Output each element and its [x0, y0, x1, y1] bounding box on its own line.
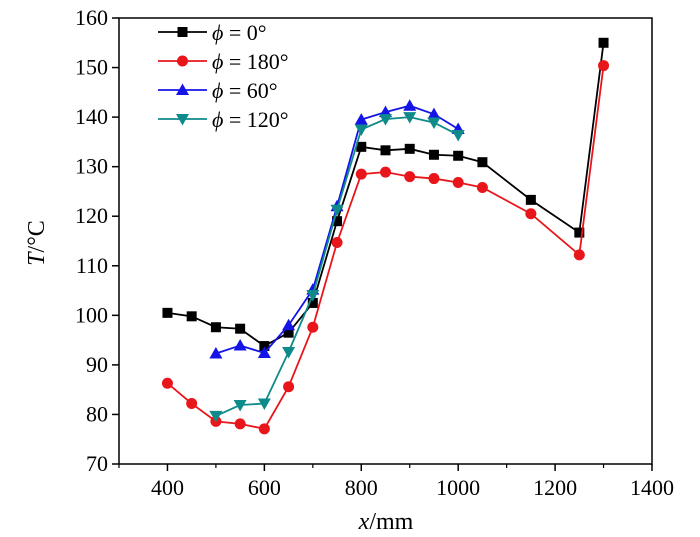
- data-point: [186, 311, 197, 322]
- x-tick-label: 1000: [436, 475, 480, 500]
- data-point: [161, 377, 173, 389]
- data-point: [354, 113, 368, 125]
- data-point: [404, 143, 415, 154]
- data-point: [573, 249, 585, 261]
- data-point: [428, 149, 439, 160]
- data-point: [428, 173, 440, 185]
- data-point: [282, 347, 296, 359]
- data-point: [354, 124, 368, 136]
- data-point: [282, 318, 296, 331]
- data-point: [427, 107, 441, 120]
- series-line: [215, 104, 459, 355]
- legend-marker: [176, 83, 189, 95]
- data-point: [598, 60, 610, 72]
- data-point: [307, 297, 318, 308]
- data-point: [259, 341, 270, 352]
- data-point: [379, 114, 392, 126]
- x-tick-label: 400: [151, 475, 184, 500]
- y-tick-label: 150: [75, 55, 108, 80]
- data-point: [598, 37, 609, 48]
- legend-marker: [176, 114, 189, 126]
- y-tick-label: 140: [75, 104, 108, 129]
- data-point: [258, 423, 270, 435]
- data-point: [234, 418, 246, 430]
- data-point: [283, 381, 295, 393]
- data-point: [403, 112, 417, 124]
- data-point: [403, 99, 417, 111]
- legend-item-3: ϕ = 120°: [158, 107, 289, 132]
- plot-frame: [118, 17, 653, 465]
- data-point: [209, 346, 223, 359]
- legend-item-1: ϕ = 180°: [158, 49, 289, 74]
- data-point: [186, 398, 198, 410]
- legend-label: ϕ = 180°: [212, 49, 289, 74]
- legend-label: ϕ = 60°: [212, 78, 278, 103]
- data-point: [476, 181, 488, 193]
- data-point: [332, 216, 343, 227]
- data-point: [210, 322, 221, 333]
- y-tick-label: 70: [86, 451, 108, 476]
- y-tick-label: 110: [76, 253, 108, 278]
- legend-label: ϕ = 120°: [212, 107, 289, 132]
- y-axis-title-unit: /°C: [24, 220, 50, 252]
- y-axis-title: T/°C: [24, 220, 50, 266]
- series-line: [215, 116, 459, 417]
- y-tick-label: 80: [86, 401, 108, 426]
- data-point: [233, 339, 247, 351]
- data-point: [380, 145, 391, 156]
- x-axis-title-var: x: [358, 509, 370, 535]
- y-tick-label: 90: [86, 352, 108, 377]
- data-point: [330, 204, 344, 217]
- x-axis-title-unit: /mm: [369, 509, 413, 535]
- data-point: [380, 166, 391, 178]
- data-point: [574, 227, 585, 238]
- data-point: [355, 168, 367, 180]
- data-point: [427, 117, 441, 130]
- data-point: [162, 307, 173, 318]
- data-point: [331, 236, 343, 248]
- y-tick-label: 130: [75, 154, 108, 179]
- legend-item-2: ϕ = 60°: [158, 78, 278, 103]
- y-tick-label: 100: [75, 302, 108, 327]
- x-tick-label: 1200: [533, 475, 577, 500]
- data-point: [525, 194, 536, 205]
- data-point: [257, 398, 271, 411]
- y-axis-title-var: T: [24, 251, 50, 266]
- y-tick-label: 160: [75, 5, 108, 30]
- series-2: [209, 99, 465, 359]
- data-point: [209, 410, 223, 423]
- data-point: [477, 157, 488, 168]
- x-tick-label: 600: [248, 475, 281, 500]
- data-point: [257, 346, 271, 358]
- legend-marker: [177, 27, 188, 37]
- legend-marker: [177, 55, 188, 67]
- legend-label: ϕ = 0°: [212, 20, 267, 45]
- data-point: [356, 141, 367, 152]
- x-tick-label: 800: [345, 475, 378, 500]
- data-point: [283, 327, 294, 338]
- data-point: [525, 208, 537, 220]
- data-point: [404, 171, 416, 183]
- series-1: [161, 60, 610, 435]
- y-tick-label: 120: [75, 203, 108, 228]
- data-point: [452, 177, 464, 189]
- data-point: [235, 323, 246, 334]
- series-3: [209, 112, 465, 423]
- series-0: [162, 37, 609, 352]
- data-point: [233, 400, 247, 412]
- data-point: [453, 150, 464, 161]
- data-point: [307, 321, 319, 333]
- data-point: [451, 129, 465, 142]
- x-tick-label: 1400: [630, 475, 674, 500]
- data-point: [306, 290, 320, 302]
- legend-item-0: ϕ = 0°: [158, 20, 267, 45]
- x-axis-title: x/mm: [358, 509, 414, 535]
